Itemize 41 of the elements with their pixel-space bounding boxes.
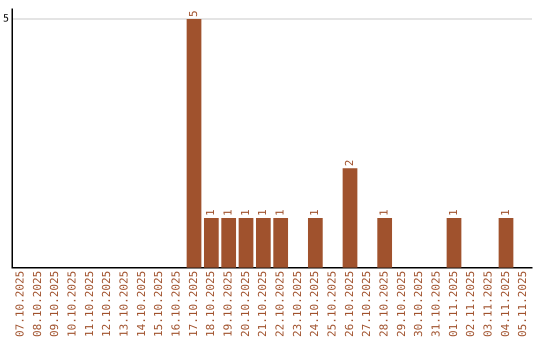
data-label: 1 xyxy=(222,209,235,216)
x-tick-label: 14.10.2025 xyxy=(134,270,148,338)
data-label: 5 xyxy=(186,10,200,17)
x-tick-label: 24.10.2025 xyxy=(308,270,322,338)
x-tick-label: 20.10.2025 xyxy=(238,270,252,338)
data-label: 1 xyxy=(204,209,218,216)
x-tick-label: 03.11.2025 xyxy=(482,270,495,338)
data-label: 1 xyxy=(308,209,322,216)
x-tick-label: 12.10.2025 xyxy=(100,270,114,338)
x-tick-label: 28.10.2025 xyxy=(378,270,391,338)
data-label: 1 xyxy=(274,209,287,216)
x-tick-label: 02.11.2025 xyxy=(464,270,478,338)
x-tick-label: 09.10.2025 xyxy=(48,270,62,338)
x-tick-label: 17.10.2025 xyxy=(186,270,200,338)
data-label: 1 xyxy=(256,209,270,216)
data-label: 1 xyxy=(446,209,460,216)
x-tick-label: 23.10.2025 xyxy=(290,270,304,338)
data-label: 1 xyxy=(498,209,512,216)
x-tick-label: 29.10.2025 xyxy=(394,270,408,338)
x-tick-label: 16.10.2025 xyxy=(170,270,183,338)
x-tick-label: 26.10.2025 xyxy=(342,270,356,338)
x-tick-label: 19.10.2025 xyxy=(222,270,235,338)
x-tick-label: 21.10.2025 xyxy=(256,270,270,338)
x-tick-label: 05.11.2025 xyxy=(516,270,530,338)
x-tick-label: 15.10.2025 xyxy=(152,270,166,338)
x-tick-label: 25.10.2025 xyxy=(326,270,339,338)
x-tick-label: 31.10.2025 xyxy=(430,270,443,338)
x-tick-label: 08.10.2025 xyxy=(30,270,44,338)
data-label: 2 xyxy=(342,160,356,166)
data-label: 1 xyxy=(238,209,252,216)
x-tick-label: 11.10.2025 xyxy=(82,270,96,338)
x-tick-label: 04.11.2025 xyxy=(498,270,512,338)
x-tick-label: 13.10.2025 xyxy=(118,270,131,338)
x-tick-label: 01.11.2025 xyxy=(446,270,460,338)
x-tick-label: 22.10.2025 xyxy=(274,270,287,338)
x-tick-label: 27.10.2025 xyxy=(360,270,374,338)
x-tick-label: 07.10.2025 xyxy=(14,270,27,338)
x-tick-label: 30.10.2025 xyxy=(412,270,426,338)
data-label: 1 xyxy=(378,209,391,216)
x-tick-label: 18.10.2025 xyxy=(204,270,218,338)
x-tick-label: 10.10.2025 xyxy=(66,270,79,338)
